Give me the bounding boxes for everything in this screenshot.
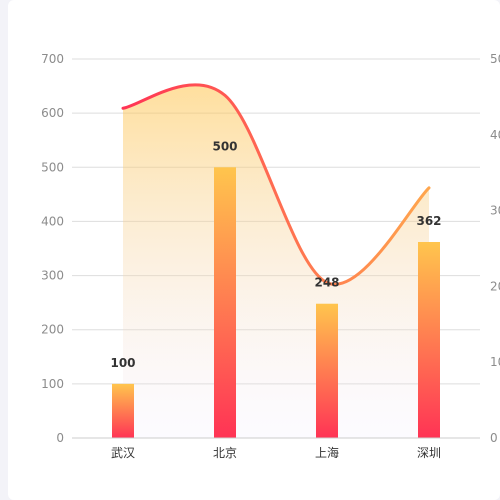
right-axis-tick-label: 400 — [490, 128, 500, 142]
bar-data-label: 100 — [110, 356, 135, 370]
right-axis-tick-label: 500 — [490, 52, 500, 66]
axes: 0 100 200 300 400 500 600 700 0 100 200 300 400 500 武汉… — [41, 52, 500, 460]
chart-panel: 100 500 248 362 0 100 200 300 400 500 600 700 0 100 2… — [8, 0, 500, 500]
left-axis-tick-label: 700 — [41, 52, 64, 66]
bar-深圳 — [418, 242, 440, 438]
line-area — [123, 84, 429, 438]
bars — [112, 167, 440, 439]
line-area-fill — [123, 84, 429, 438]
right-axis-tick-label: 0 — [490, 431, 498, 445]
left-axis-tick-label: 200 — [41, 323, 64, 337]
left-axis-tick-label: 300 — [41, 269, 64, 283]
left-axis-tick-label: 400 — [41, 214, 64, 228]
x-axis-category-label: 北京 — [213, 446, 237, 460]
left-axis-tick-label: 0 — [56, 431, 64, 445]
bar-北京 — [214, 167, 236, 439]
x-axis-category-label: 深圳 — [417, 446, 441, 460]
bar-data-label: 362 — [416, 214, 441, 228]
line-series-path — [121, 83, 431, 286]
bar-data-label: 248 — [314, 276, 339, 290]
left-axis-tick-label: 500 — [41, 160, 64, 174]
left-axis-tick-label: 100 — [41, 377, 64, 391]
right-axis-tick-label: 300 — [490, 204, 500, 218]
line-series — [121, 83, 431, 286]
left-axis-tick-label: 600 — [41, 106, 64, 120]
combo-chart: 100 500 248 362 0 100 200 300 400 500 600 700 0 100 2… — [41, 52, 500, 460]
bar-武汉 — [112, 383, 134, 438]
bar-data-label: 500 — [212, 139, 237, 153]
x-axis-category-label: 武汉 — [111, 446, 135, 460]
data-labels: 100 500 248 362 — [110, 139, 441, 370]
bar-上海 — [316, 303, 338, 438]
x-axis-category-label: 上海 — [315, 445, 339, 460]
right-axis-tick-label: 100 — [490, 355, 500, 369]
right-axis-tick-label: 200 — [490, 279, 500, 293]
